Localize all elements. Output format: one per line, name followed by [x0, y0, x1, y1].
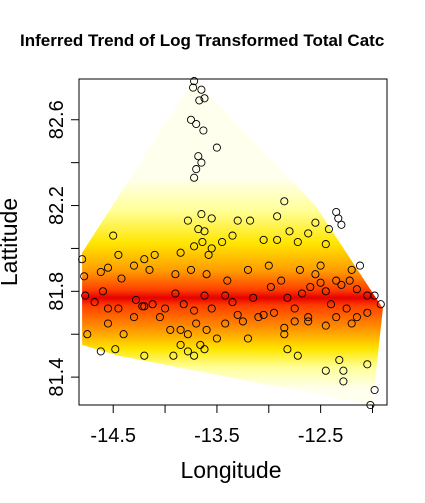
y-tick-label: 81.8 [46, 272, 68, 311]
y-axis: 81.4 81.8 82.2 82.6 [46, 100, 79, 396]
x-axis-label: Longitude [180, 457, 281, 483]
trend-surface [79, 79, 387, 405]
y-tick-label: 81.4 [46, 358, 68, 397]
chart-title: Inferred Trend of Log Transformed Total … [20, 31, 384, 50]
x-tick-label: -14.5 [90, 425, 136, 447]
data-point [356, 262, 363, 269]
y-axis-label: Lattitude [0, 198, 22, 286]
y-tick-label: 82.6 [46, 100, 68, 139]
x-tick-label: -12.5 [298, 425, 344, 447]
y-tick-label: 82.2 [46, 186, 68, 225]
x-tick-label: -13.5 [194, 425, 240, 447]
x-axis: -14.5 -13.5 -12.5 [90, 405, 372, 447]
data-point [338, 221, 345, 228]
